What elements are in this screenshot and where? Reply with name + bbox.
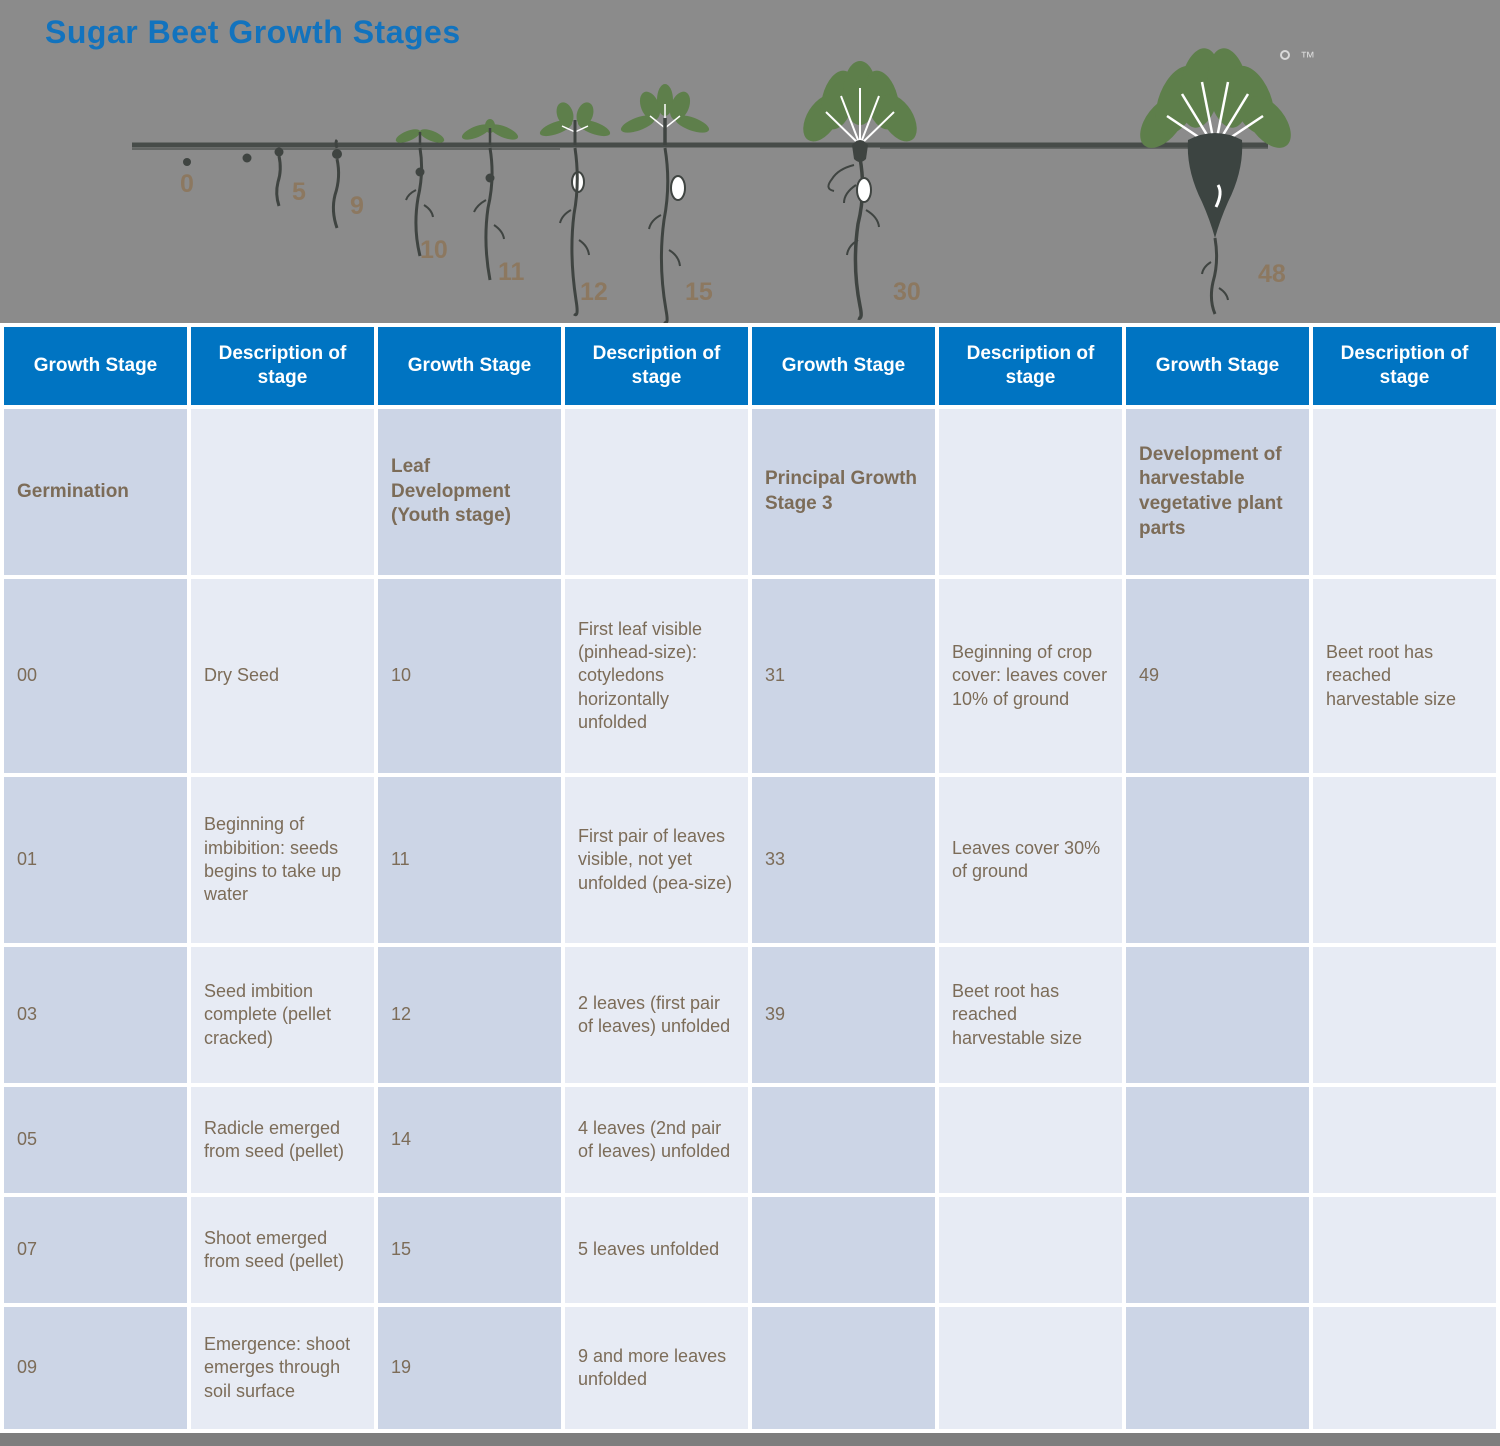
- plant-stage-11: 11: [461, 119, 525, 286]
- plant-stage-15: 15: [620, 84, 713, 323]
- table-row: 07 Shoot emerged from seed (pellet) 15 5…: [4, 1197, 1496, 1303]
- soil-line: [132, 142, 1268, 150]
- growth-stage-cell: [1126, 1087, 1309, 1193]
- trademark-mark: ™: [1300, 49, 1315, 66]
- growth-stage-cell: 07: [4, 1197, 187, 1303]
- growth-stage-cell: 39: [752, 947, 935, 1083]
- plant-stage-48: ™ 48: [1140, 48, 1315, 315]
- growth-stage-cell: [752, 1307, 935, 1429]
- growth-stage-cell: 00: [4, 579, 187, 773]
- stage-number-label: 12: [580, 278, 608, 306]
- stage-description-cell: Leaves cover 30% of ground: [939, 777, 1122, 943]
- growth-stage-cell: 14: [378, 1087, 561, 1193]
- stage-description-cell: [1313, 777, 1496, 943]
- plant-stage-12: 12: [539, 102, 611, 317]
- stage-description-cell: Beet root has reached harvestable size: [1313, 579, 1496, 773]
- growth-stage-cell: 09: [4, 1307, 187, 1429]
- column-header: Description of stage: [565, 327, 748, 405]
- plant-stage-30: 30: [803, 61, 921, 320]
- column-header: Growth Stage: [4, 327, 187, 405]
- growth-stages-table: Growth Stage Description of stage Growth…: [0, 323, 1500, 1433]
- growth-stage-cell: [752, 1197, 935, 1303]
- phase-name-cell: Germination: [4, 409, 187, 575]
- degree-mark: [1280, 50, 1290, 60]
- growth-stage-cell: [1126, 1307, 1309, 1429]
- phase-name-cell: [1313, 409, 1496, 575]
- stage-description-cell: Radicle emerged from seed (pellet): [191, 1087, 374, 1193]
- table-header-row: Growth Stage Description of stage Growth…: [4, 327, 1496, 405]
- phase-row: Germination Leaf Development (Youth stag…: [4, 409, 1496, 575]
- growth-stage-cell: 31: [752, 579, 935, 773]
- phase-name-cell: Leaf Development (Youth stage): [378, 409, 561, 575]
- growth-stage-cell: 12: [378, 947, 561, 1083]
- stage-number-label: 30: [893, 278, 921, 306]
- stage-description-cell: First leaf visible (pinhead-size): cotyl…: [565, 579, 748, 773]
- column-header: Description of stage: [191, 327, 374, 405]
- stage-description-cell: [939, 1307, 1122, 1429]
- stage-description-cell: [939, 1197, 1122, 1303]
- plant-stage-10: 10: [395, 129, 448, 264]
- column-header: Description of stage: [939, 327, 1122, 405]
- growth-stage-cell: 01: [4, 777, 187, 943]
- growth-stage-cell: 10: [378, 579, 561, 773]
- stage-description-cell: Beginning of crop cover: leaves cover 10…: [939, 579, 1122, 773]
- column-header: Growth Stage: [1126, 327, 1309, 405]
- stage-description-cell: Beginning of imbibition: seeds begins to…: [191, 777, 374, 943]
- stage-description-cell: Seed imbition complete (pellet cracked): [191, 947, 374, 1083]
- stage-description-cell: 4 leaves (2nd pair of leaves) unfolded: [565, 1087, 748, 1193]
- stage-number-label: 10: [420, 236, 448, 264]
- growth-stage-cell: 05: [4, 1087, 187, 1193]
- table-row: 01 Beginning of imbibition: seeds begins…: [4, 777, 1496, 943]
- phase-name-cell: [939, 409, 1122, 575]
- plant-stage-9: 9: [331, 138, 364, 229]
- table-row: 09 Emergence: shoot emerges through soil…: [4, 1307, 1496, 1429]
- stage-number-label: 15: [685, 278, 713, 306]
- stage-description-cell: Dry Seed: [191, 579, 374, 773]
- stage-description-cell: Emergence: shoot emerges through soil su…: [191, 1307, 374, 1429]
- growth-stage-cell: 19: [378, 1307, 561, 1429]
- growth-stage-cell: [752, 1087, 935, 1193]
- stage-description-cell: 2 leaves (first pair of leaves) unfolded: [565, 947, 748, 1083]
- growth-stage-cell: 11: [378, 777, 561, 943]
- growth-stages-illustration: 0 5 9 10: [132, 48, 1315, 323]
- stage-description-cell: [1313, 1087, 1496, 1193]
- stage-description-cell: [1313, 947, 1496, 1083]
- growth-stage-cell: 33: [752, 777, 935, 943]
- growth-stage-cell: [1126, 777, 1309, 943]
- stage-number-label: 48: [1258, 260, 1286, 288]
- phase-name-cell: Development of harvestable vegetative pl…: [1126, 409, 1309, 575]
- phase-name-cell: [191, 409, 374, 575]
- growth-stage-cell: [1126, 1197, 1309, 1303]
- stage-description-cell: Shoot emerged from seed (pellet): [191, 1197, 374, 1303]
- table-row: 00 Dry Seed 10 First leaf visible (pinhe…: [4, 579, 1496, 773]
- stage-number-label: 11: [498, 258, 525, 286]
- table-row: 03 Seed imbition complete (pellet cracke…: [4, 947, 1496, 1083]
- stage-description-cell: [1313, 1197, 1496, 1303]
- growth-stage-cell: [1126, 947, 1309, 1083]
- growth-stage-cell: 49: [1126, 579, 1309, 773]
- stage-description-cell: [939, 1087, 1122, 1193]
- plant-stage-0: 0: [180, 158, 194, 198]
- stage-description-cell: [1313, 1307, 1496, 1429]
- stage-number-label: 0: [180, 170, 194, 198]
- illustration-band: Sugar Beet Growth Stages 0 5 9: [0, 0, 1500, 323]
- growth-stage-cell: 15: [378, 1197, 561, 1303]
- plant-stage-5: 5: [242, 147, 306, 207]
- phase-name-cell: Principal Growth Stage 3: [752, 409, 935, 575]
- bottom-divider-bar: [0, 1433, 1500, 1446]
- growth-stage-cell: 03: [4, 947, 187, 1083]
- phase-name-cell: [565, 409, 748, 575]
- stage-description-cell: Beet root has reached harvestable size: [939, 947, 1122, 1083]
- column-header: Description of stage: [1313, 327, 1496, 405]
- table-row: 05 Radicle emerged from seed (pellet) 14…: [4, 1087, 1496, 1193]
- stage-description-cell: 9 and more leaves unfolded: [565, 1307, 748, 1429]
- page-title: Sugar Beet Growth Stages: [45, 14, 461, 50]
- stage-number-label: 9: [350, 192, 364, 220]
- stage-number-label: 5: [292, 178, 306, 206]
- column-header: Growth Stage: [752, 327, 935, 405]
- stage-description-cell: 5 leaves unfolded: [565, 1197, 748, 1303]
- column-header: Growth Stage: [378, 327, 561, 405]
- stage-description-cell: First pair of leaves visible, not yet un…: [565, 777, 748, 943]
